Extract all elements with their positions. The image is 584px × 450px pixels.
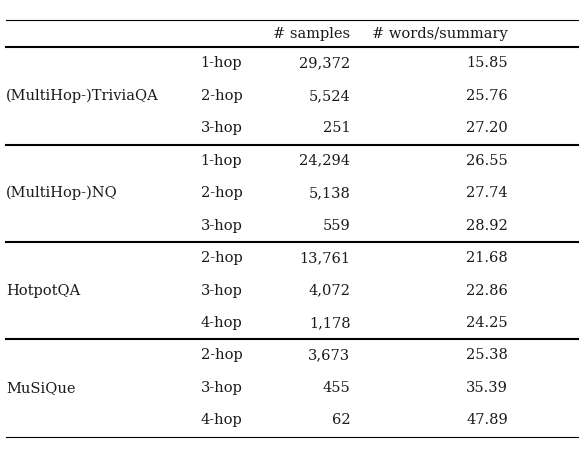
Text: 21.68: 21.68 bbox=[467, 251, 508, 265]
Text: 15.85: 15.85 bbox=[467, 56, 508, 71]
Text: 47.89: 47.89 bbox=[467, 413, 508, 428]
Text: 62: 62 bbox=[332, 413, 350, 428]
Text: 455: 455 bbox=[322, 381, 350, 395]
Text: 27.20: 27.20 bbox=[467, 122, 508, 135]
Text: 3,673: 3,673 bbox=[308, 348, 350, 362]
Text: 2-hop: 2-hop bbox=[201, 348, 242, 362]
Text: (MultiHop-)TriviaQA: (MultiHop-)TriviaQA bbox=[6, 89, 159, 103]
Text: 4-hop: 4-hop bbox=[201, 413, 242, 428]
Text: 5,138: 5,138 bbox=[308, 186, 350, 200]
Text: 3-hop: 3-hop bbox=[200, 122, 242, 135]
Text: 22.86: 22.86 bbox=[466, 284, 508, 297]
Text: # words/summary: # words/summary bbox=[373, 27, 508, 41]
Text: MuSiQue: MuSiQue bbox=[6, 381, 75, 395]
Text: 35.39: 35.39 bbox=[466, 381, 508, 395]
Text: 1-hop: 1-hop bbox=[201, 56, 242, 71]
Text: 25.76: 25.76 bbox=[467, 89, 508, 103]
Text: HotpotQA: HotpotQA bbox=[6, 284, 80, 297]
Text: 559: 559 bbox=[322, 219, 350, 233]
Text: 2-hop: 2-hop bbox=[201, 89, 242, 103]
Text: 13,761: 13,761 bbox=[300, 251, 350, 265]
Text: 26.55: 26.55 bbox=[467, 154, 508, 168]
Text: 5,524: 5,524 bbox=[309, 89, 350, 103]
Text: 24,294: 24,294 bbox=[300, 154, 350, 168]
Text: 25.38: 25.38 bbox=[466, 348, 508, 362]
Text: 3-hop: 3-hop bbox=[200, 284, 242, 297]
Text: 4-hop: 4-hop bbox=[201, 316, 242, 330]
Text: 1-hop: 1-hop bbox=[201, 154, 242, 168]
Text: 2-hop: 2-hop bbox=[201, 251, 242, 265]
Text: (MultiHop-)NQ: (MultiHop-)NQ bbox=[6, 186, 117, 200]
Text: 251: 251 bbox=[323, 122, 350, 135]
Text: 3-hop: 3-hop bbox=[200, 381, 242, 395]
Text: 29,372: 29,372 bbox=[299, 56, 350, 71]
Text: 3-hop: 3-hop bbox=[200, 219, 242, 233]
Text: 4,072: 4,072 bbox=[308, 284, 350, 297]
Text: 2-hop: 2-hop bbox=[201, 186, 242, 200]
Text: 1,178: 1,178 bbox=[309, 316, 350, 330]
Text: # samples: # samples bbox=[273, 27, 350, 41]
Text: 27.74: 27.74 bbox=[467, 186, 508, 200]
Text: 28.92: 28.92 bbox=[467, 219, 508, 233]
Text: 24.25: 24.25 bbox=[467, 316, 508, 330]
